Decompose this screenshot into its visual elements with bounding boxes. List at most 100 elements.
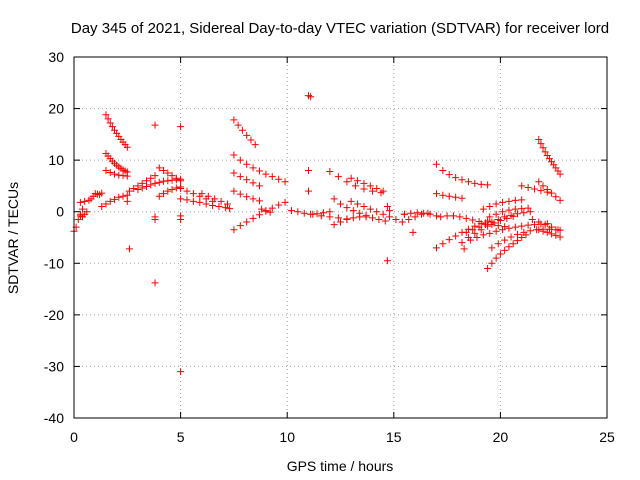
data-point [368,214,376,222]
data-point [481,221,489,229]
data-point [168,172,176,180]
chart-title: Day 345 of 2021, Sidereal Day-to-day VTE… [71,20,609,37]
y-tick-label: 30 [48,49,64,65]
data-point [236,173,244,181]
data-point [275,201,283,209]
data-point [360,179,368,187]
data-point [243,131,251,139]
data-point [249,179,257,187]
data-point [494,215,502,223]
data-point [518,182,526,190]
data-point [337,218,344,226]
data-point [326,167,334,175]
data-point [526,208,534,216]
data-point [294,208,302,216]
data-point [106,197,114,205]
data-point [409,228,417,236]
data-point [119,192,127,200]
data-point [494,240,502,248]
series-arc-29 [386,209,432,226]
data-point [499,198,507,206]
data-point [445,192,453,200]
data-point [356,213,364,221]
data-point [452,232,460,240]
data-point [484,264,492,272]
data-point [155,164,163,172]
data-point [215,203,223,211]
series-outliers [123,92,468,376]
data-point [230,226,238,234]
data-point [234,121,242,129]
data-point [462,214,470,222]
series-arc-42 [518,182,551,196]
data-point [513,230,521,238]
data-point [351,182,359,190]
data-point [155,178,163,186]
series-arc-12 [155,183,185,200]
data-point [507,233,515,241]
series-arc-01 [70,205,87,235]
data-point [556,233,564,241]
data-point [541,221,549,229]
data-point [477,180,485,188]
series-arc-08 [98,191,131,211]
data-point [484,181,492,189]
data-point [266,208,274,216]
data-point [251,141,259,149]
data-point [160,177,168,185]
data-point [432,244,440,252]
data-point [505,224,513,232]
data-point [326,213,334,221]
data-point [486,213,494,221]
series-arc-15 [198,190,232,208]
data-point [469,226,477,234]
data-point [518,222,526,230]
data-point [354,200,362,208]
data-point [373,185,381,193]
data-point [499,226,507,234]
data-point [230,169,238,177]
data-point [460,245,468,253]
data-point [407,209,415,217]
data-point [349,214,357,222]
data-point [501,213,509,221]
data-point [343,178,351,186]
data-point [439,240,447,248]
data-point [255,167,263,175]
series-arc-16 [230,116,259,149]
data-point [115,171,123,179]
series-arc-31 [432,160,492,189]
data-point [172,184,180,192]
data-point [509,240,517,248]
data-point [513,210,521,218]
data-point [535,136,543,144]
data-point [392,215,400,223]
data-point [249,214,257,222]
data-point [520,228,528,236]
data-point [177,195,185,203]
x-tick-label: 5 [177,429,185,445]
series-arc-11 [155,164,185,185]
data-point [255,182,263,190]
data-point [125,245,133,253]
data-point [432,190,440,198]
data-point [511,205,519,213]
data-point [524,221,532,229]
data-point [177,185,185,193]
data-point [548,223,556,231]
data-point [226,205,234,213]
data-point [343,204,351,212]
x-axis-label: GPS time / hours [287,458,394,474]
data-point [74,215,82,223]
data-point [196,198,204,206]
data-point [475,223,483,231]
data-point [537,140,545,148]
data-point [501,236,509,244]
data-point [313,210,321,218]
data-point [108,123,116,131]
data-point [518,196,526,204]
data-point [249,195,257,203]
data-point [373,208,381,216]
data-point [305,166,313,174]
y-axis-label: SDTVAR / TECUs [5,182,21,294]
